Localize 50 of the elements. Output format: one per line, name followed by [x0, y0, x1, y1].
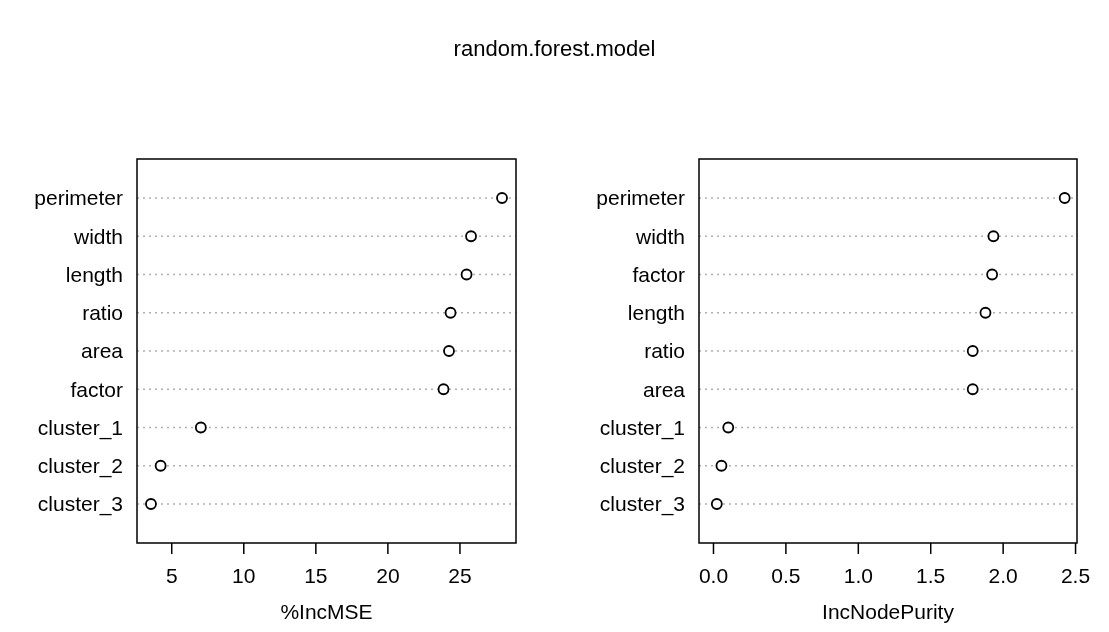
- y-tick-label: cluster_2: [37, 454, 123, 479]
- x-tick-label: 5: [165, 564, 178, 587]
- y-tick-label: ratio: [82, 301, 123, 325]
- y-tick-label: width: [72, 224, 123, 248]
- point: [437, 383, 450, 396]
- y-tick-label: area: [80, 339, 124, 363]
- y-tick-label: cluster_3: [599, 492, 685, 517]
- point: [465, 230, 477, 243]
- y-tick-label: ratio: [644, 339, 685, 363]
- x-tick-label: 1.5: [916, 564, 946, 587]
- point: [145, 498, 157, 510]
- point: [722, 421, 735, 434]
- point: [987, 230, 1000, 243]
- point: [444, 306, 457, 319]
- point: [443, 345, 455, 357]
- point: [154, 459, 167, 472]
- y-tick-label: length: [627, 301, 685, 325]
- x-tick-label: 10: [232, 564, 256, 587]
- point: [496, 192, 508, 204]
- point: [460, 268, 473, 281]
- x-tick-label: 1.0: [843, 564, 873, 587]
- y-tick-label: cluster_2: [599, 454, 685, 479]
- point: [986, 268, 999, 281]
- x-tick-label: 15: [304, 564, 328, 587]
- y-tick-label: perimeter: [34, 186, 123, 210]
- point: [979, 306, 992, 319]
- chart-title: random.forest.model: [453, 36, 656, 61]
- x-tick-label: 20: [376, 564, 400, 587]
- y-tick-label: cluster_1: [599, 415, 685, 440]
- x-tick-label: 2.0: [988, 564, 1018, 587]
- point: [194, 421, 207, 434]
- x-tick-label: 0.5: [771, 564, 801, 587]
- point: [966, 345, 979, 357]
- y-tick-label: factor: [70, 377, 123, 401]
- x-axis-title: %IncMSE: [280, 600, 373, 623]
- point: [966, 383, 979, 396]
- y-tick-label: cluster_3: [37, 492, 123, 517]
- x-tick-label: 0.0: [698, 564, 729, 587]
- y-tick-label: area: [642, 377, 686, 401]
- point: [715, 459, 728, 472]
- y-tick-label: length: [65, 262, 123, 286]
- x-axis-title: IncNodePurity: [822, 600, 955, 623]
- x-tick-label: 25: [448, 564, 472, 587]
- y-tick-label: factor: [632, 262, 685, 286]
- point: [710, 498, 723, 510]
- y-tick-label: cluster_1: [37, 415, 123, 440]
- x-tick-label: 2.5: [1060, 564, 1091, 587]
- point: [1058, 192, 1071, 204]
- y-tick-label: perimeter: [596, 186, 685, 210]
- y-tick-label: width: [634, 224, 685, 248]
